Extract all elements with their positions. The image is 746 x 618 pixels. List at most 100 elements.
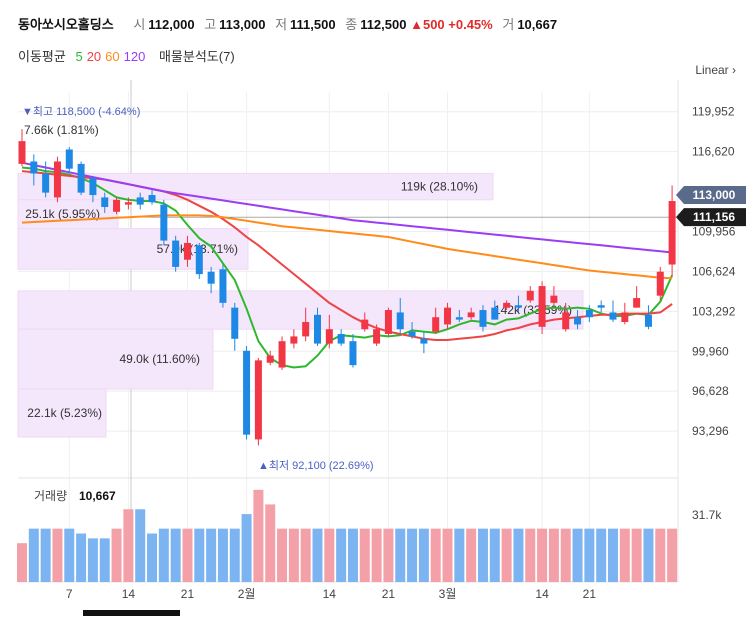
volume-profile-label: 25.1k (5.95%) — [25, 207, 100, 221]
volume-bar — [608, 528, 618, 582]
volume-profile-label: 매물분석도(7) — [158, 49, 235, 64]
volume-bar — [229, 528, 240, 582]
volume-bar — [407, 528, 418, 582]
candle-body — [408, 331, 416, 337]
range-selector — [83, 610, 180, 616]
ma5-label: 5 — [75, 49, 83, 64]
volume-bar — [347, 528, 358, 582]
change-value: ▲500 +0.45% — [410, 17, 493, 32]
volume-bar — [596, 528, 607, 582]
volume-profile-label: 142k (33.59%) — [494, 303, 572, 317]
volume-profile-bar — [17, 388, 107, 438]
volume-bar — [383, 528, 394, 582]
ma5-line — [21, 166, 674, 369]
volume-bar — [288, 528, 299, 582]
close-value: 112,500 — [360, 17, 407, 32]
candle-body — [514, 305, 522, 308]
candle-body — [124, 202, 132, 205]
candle-body — [574, 317, 582, 325]
open-value: 112,000 — [148, 17, 195, 32]
candle-body — [148, 195, 156, 203]
volume-bar — [87, 538, 98, 582]
last-price-badge — [676, 186, 746, 205]
candle-body — [621, 312, 629, 323]
axes: 119,952 116,620 109,956 106,624 103,292 99,96… — [66, 105, 736, 601]
volume-bar — [560, 528, 571, 582]
volume-profile-label: 22.1k (5.23%) — [27, 406, 102, 420]
y-tick-label: 116,620 — [692, 145, 735, 159]
candle-body — [53, 161, 61, 198]
low-label: 저 — [275, 17, 288, 32]
volume-bar — [76, 533, 87, 582]
candle-body — [314, 314, 321, 344]
volume-bar — [217, 528, 228, 582]
candle-body — [349, 341, 357, 366]
candle-body — [219, 269, 227, 303]
open-label: 시 — [133, 17, 146, 32]
x-tick-label: 2월 — [238, 587, 256, 601]
candle-body — [136, 197, 144, 205]
candle-body — [420, 338, 428, 344]
volume-bar — [466, 528, 477, 582]
candle-body — [526, 290, 534, 301]
volume-bar — [300, 528, 311, 582]
high-label: 고 — [204, 17, 217, 32]
candle-body — [479, 310, 487, 327]
volume-bar — [513, 528, 524, 582]
volume-bar — [371, 528, 382, 582]
candle-body — [278, 341, 286, 368]
y-tick-label: 109,956 — [692, 224, 736, 238]
candle-body — [231, 307, 239, 339]
candle-body — [491, 307, 499, 320]
volume-bar — [312, 528, 323, 582]
volume-legend-label: 거래량 — [34, 489, 67, 503]
candle-body — [101, 197, 109, 208]
volume-bar — [265, 504, 276, 582]
annotations: ▼최고 118,500 (-4.64%) 7.66k (1.81%) ▲최저 92,… — [22, 105, 746, 472]
x-tick-label: 14 — [535, 587, 549, 601]
ma20-label: 20 — [86, 49, 102, 64]
y-tick-label: 96,628 — [692, 384, 729, 398]
last-price-label: 113,000 — [693, 188, 736, 202]
candle-body — [207, 271, 215, 284]
volume-bar — [147, 533, 158, 582]
scale-toggle[interactable]: Linear › — [695, 63, 736, 77]
x-tick-label: 21 — [181, 587, 195, 601]
volume-bar — [40, 528, 51, 582]
volume-bar — [359, 528, 370, 582]
candle-body — [183, 242, 191, 260]
volume-bar — [182, 528, 193, 582]
ma60-label: 60 — [105, 49, 120, 64]
ma-legend[interactable]: 이동평균 5 20 60 120 매물분석도(7) — [18, 46, 241, 65]
candle-body — [195, 245, 203, 275]
volume-bar — [395, 528, 406, 582]
volume-profile-label: 119k (28.10%) — [401, 180, 478, 194]
candle-body — [18, 141, 26, 164]
candle-body — [562, 312, 570, 330]
volume-bar — [194, 528, 205, 582]
close-label: 종 — [345, 17, 358, 32]
volume-bar — [643, 528, 654, 582]
candle-body — [361, 319, 369, 330]
volume-bar — [477, 528, 488, 582]
volume-bar — [489, 528, 500, 582]
volume-bar — [28, 528, 39, 582]
volume-bar — [17, 543, 27, 582]
candle-body — [243, 350, 251, 435]
candle-body — [538, 286, 546, 327]
volume-bar — [277, 528, 288, 582]
volume-bar — [206, 528, 217, 582]
volume-bar — [123, 509, 134, 582]
y-tick-label: 103,292 — [692, 304, 736, 318]
candle-body — [585, 310, 593, 318]
candles — [18, 129, 676, 446]
reference-price-badge — [676, 208, 746, 227]
volume-bar — [253, 489, 264, 582]
candle-body — [432, 317, 440, 332]
reference-price-label: 111,156 — [693, 210, 735, 224]
candle-body — [644, 314, 652, 327]
volume-bar — [548, 528, 559, 582]
candle-body — [77, 163, 85, 193]
y-tick-label: 93,296 — [692, 424, 729, 438]
